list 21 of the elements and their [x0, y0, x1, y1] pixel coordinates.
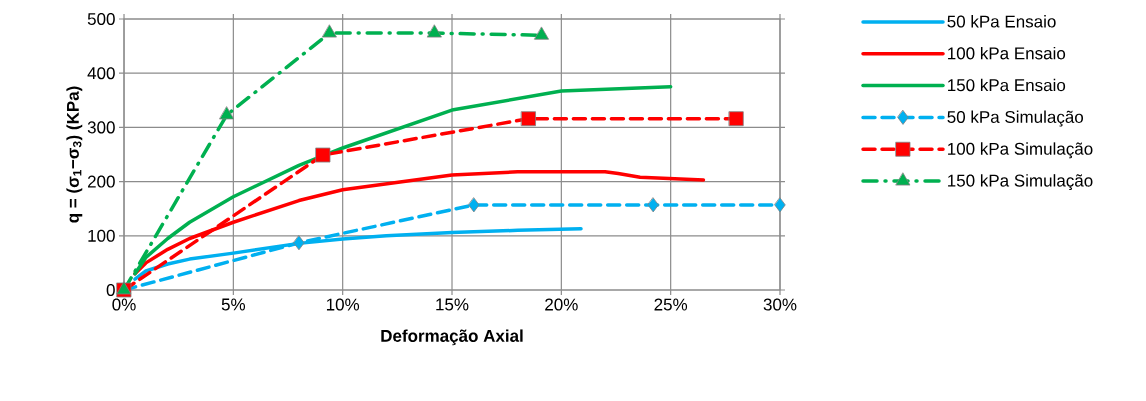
legend-label: 100 kPa Simulação — [948, 142, 1093, 159]
x-tick-label: 5% — [221, 298, 246, 311]
y-tick-label: 500 — [87, 12, 115, 26]
x-tick-label: 25% — [654, 298, 688, 311]
legend-label: 100 kPa Ensaio — [948, 46, 1066, 60]
x-tick-label: 15% — [436, 298, 469, 311]
y-tick-label: 300 — [87, 121, 115, 134]
x-tick-label: 30% — [763, 298, 797, 311]
x-tick-label: 0% — [112, 298, 136, 311]
legend-label: 150 kPa Simulação — [948, 174, 1093, 191]
x-axis-title: Deformação Axial — [381, 329, 523, 346]
legend-label: 150 kPa Ensaio — [948, 78, 1066, 92]
y-tick-label: 400 — [87, 67, 115, 80]
legend-label: 50 kPa Ensaio — [947, 15, 1056, 28]
y-tick-label: 100 — [88, 229, 115, 242]
x-tick-label: 10% — [326, 298, 360, 311]
y-tick-label: 0 — [106, 283, 115, 297]
y-axis-title: q = (σ$_{1}$−σ$_{3}$) (KPa) — [66, 86, 83, 223]
y-tick-label: 200 — [87, 175, 115, 188]
x-tick-label: 20% — [545, 298, 578, 311]
legend-label: 50 kPa Simulação — [947, 110, 1084, 127]
